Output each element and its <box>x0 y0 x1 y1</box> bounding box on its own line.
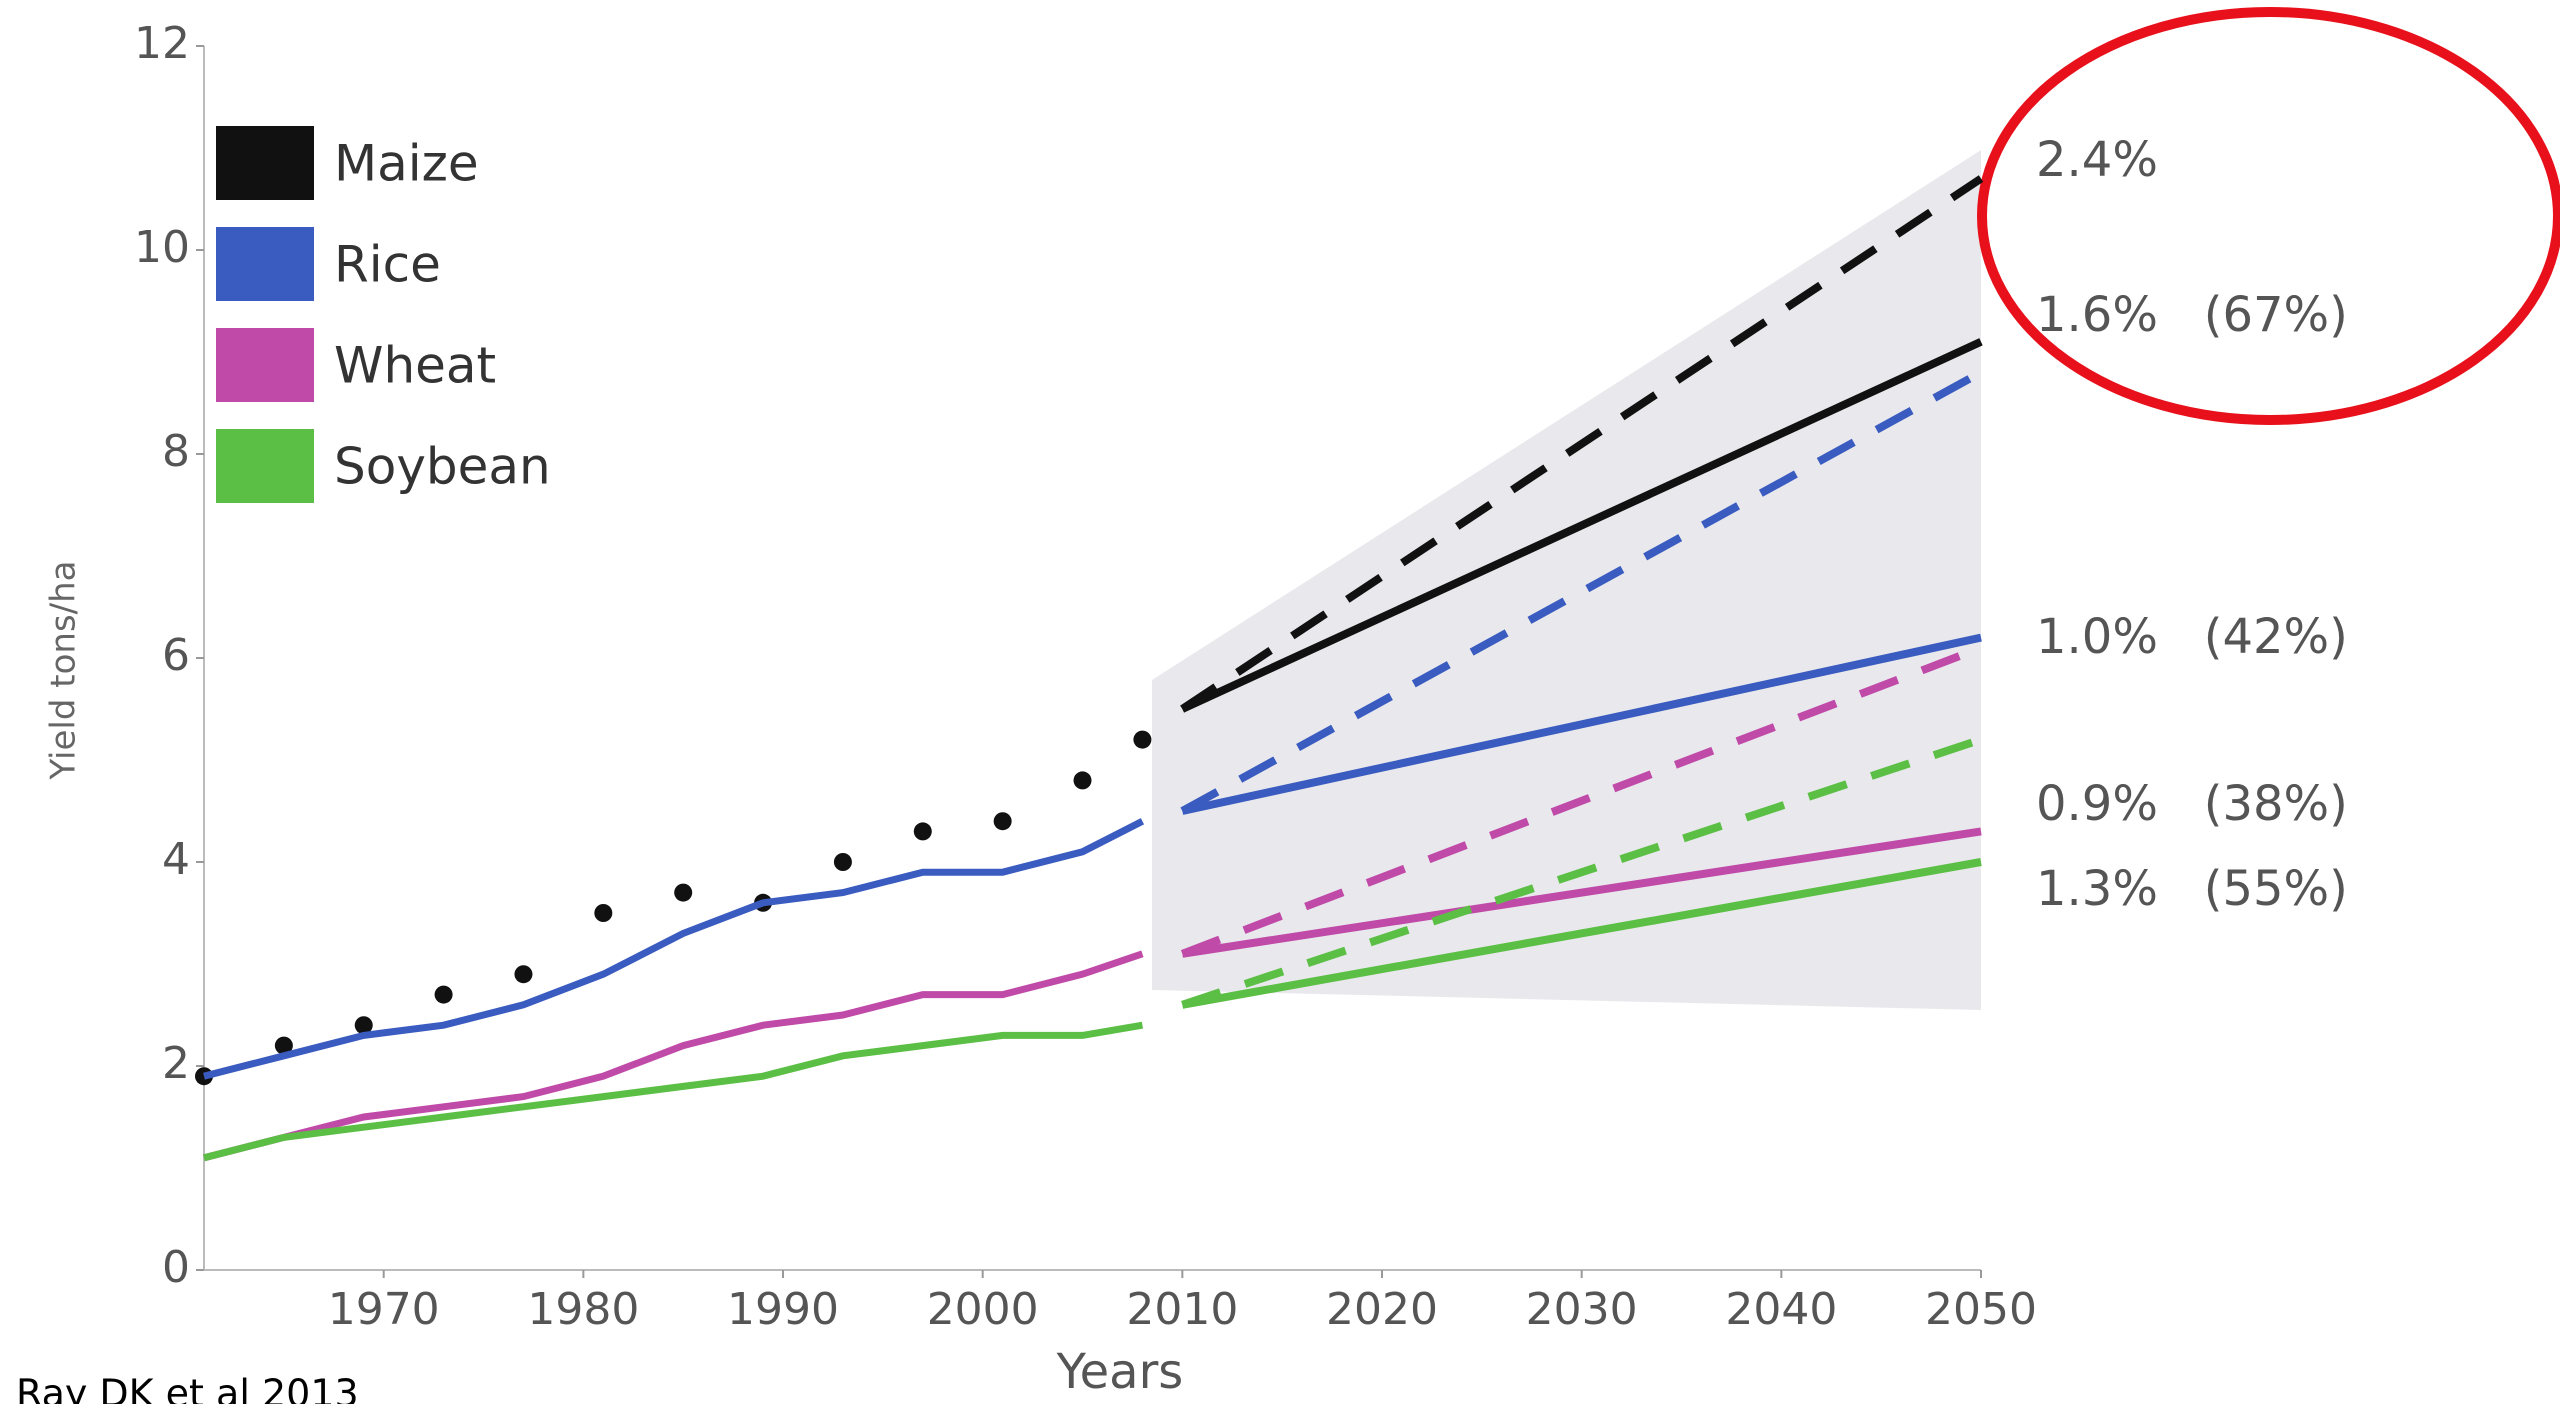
annotation: 2.4% <box>2036 132 2158 188</box>
data-point <box>435 986 453 1004</box>
y-axis-label: Yield tons/ha <box>44 561 84 781</box>
x-tick-label: 1970 <box>328 1284 440 1335</box>
series-line <box>204 1025 1142 1158</box>
y-tick-label: 8 <box>162 426 190 477</box>
data-point <box>1133 731 1151 749</box>
data-point <box>514 965 532 983</box>
source: Ray DK et al 2013 <box>16 1372 359 1404</box>
x-tick-label: 2010 <box>1126 1284 1238 1335</box>
annotation: 1.6% (67%) <box>2036 287 2348 343</box>
x-tick-label: 1990 <box>727 1284 839 1335</box>
data-point <box>1074 771 1092 789</box>
x-tick-label: 1980 <box>527 1284 639 1335</box>
legend-label: Rice <box>334 236 441 294</box>
chart: Years Yield tons/ha Ray DK et al 2013 0 2… <box>0 0 2560 1404</box>
x-axis-label: Years <box>1056 1344 1184 1400</box>
legend-label: Soybean <box>334 438 551 496</box>
legend-swatch <box>216 429 314 503</box>
data-point <box>994 812 1012 830</box>
data-point <box>834 853 852 871</box>
highlight-ellipse <box>1982 12 2558 420</box>
legend-swatch <box>216 126 314 200</box>
legend-label: Maize <box>334 135 479 193</box>
y-tick-label: 0 <box>162 1242 190 1293</box>
x-tick-label: 2000 <box>927 1284 1039 1335</box>
annotation: 1.3% (55%) <box>2036 861 2348 917</box>
x-tick-label: 2030 <box>1526 1284 1638 1335</box>
x-tick-label: 2050 <box>1925 1284 2037 1335</box>
annotation: 0.9% (38%) <box>2036 776 2348 832</box>
legend-swatch <box>216 227 314 301</box>
legend-label: Wheat <box>334 337 496 395</box>
y-tick-label: 10 <box>134 222 190 273</box>
annotation: 1.0% (42%) <box>2036 609 2348 665</box>
y-tick-label: 12 <box>134 18 190 69</box>
y-tick-label: 2 <box>162 1038 190 1089</box>
data-point <box>914 822 932 840</box>
x-tick-label: 2040 <box>1725 1284 1837 1335</box>
legend-swatch <box>216 328 314 402</box>
y-tick-label: 6 <box>162 630 190 681</box>
y-tick-label: 4 <box>162 834 190 885</box>
data-point <box>674 884 692 902</box>
data-point <box>594 904 612 922</box>
x-tick-label: 2020 <box>1326 1284 1438 1335</box>
